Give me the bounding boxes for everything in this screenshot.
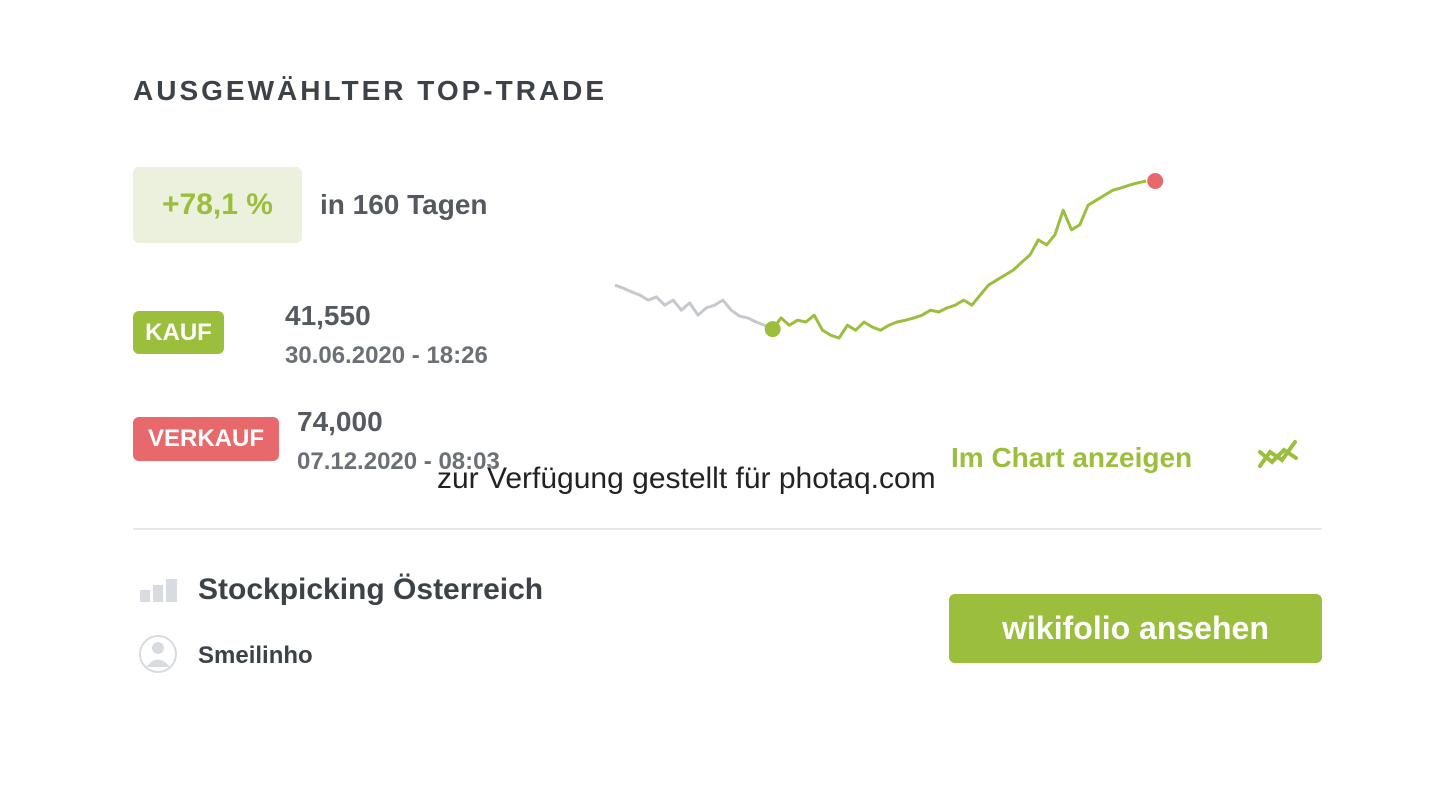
buy-date: 30.06.2020 - 18:26: [285, 342, 488, 369]
sell-date: 07.12.2020 - 08:03: [297, 448, 500, 475]
title: AUSGEWÄHLTER TOP-TRADE: [133, 75, 608, 106]
buy-marker: [764, 321, 781, 338]
sell-price: 74,000: [297, 406, 383, 437]
sell-badge: VERKAUF: [133, 417, 279, 461]
chart-icon: [1258, 440, 1298, 468]
user-icon: [139, 635, 177, 673]
buy-badge: KAUF: [133, 311, 224, 354]
trader-name: Smeilinho: [198, 642, 313, 669]
portfolio-icon: [140, 579, 177, 602]
sell-marker: [1147, 173, 1164, 189]
performance-badge: +78,1 %: [133, 167, 302, 243]
wikifolio-button[interactable]: wikifolio ansehen: [949, 594, 1322, 663]
watermark: zur Verfügung gestellt für photaq.com: [437, 462, 936, 495]
period: in 160 Tagen: [320, 189, 488, 220]
buy-price: 41,550: [285, 300, 371, 331]
wikifolio-name: Stockpicking Österreich: [198, 573, 544, 606]
sparkline: [614, 283, 774, 331]
chart-link[interactable]: Im Chart anzeigen: [951, 442, 1193, 473]
sparkline: [771, 179, 1147, 340]
